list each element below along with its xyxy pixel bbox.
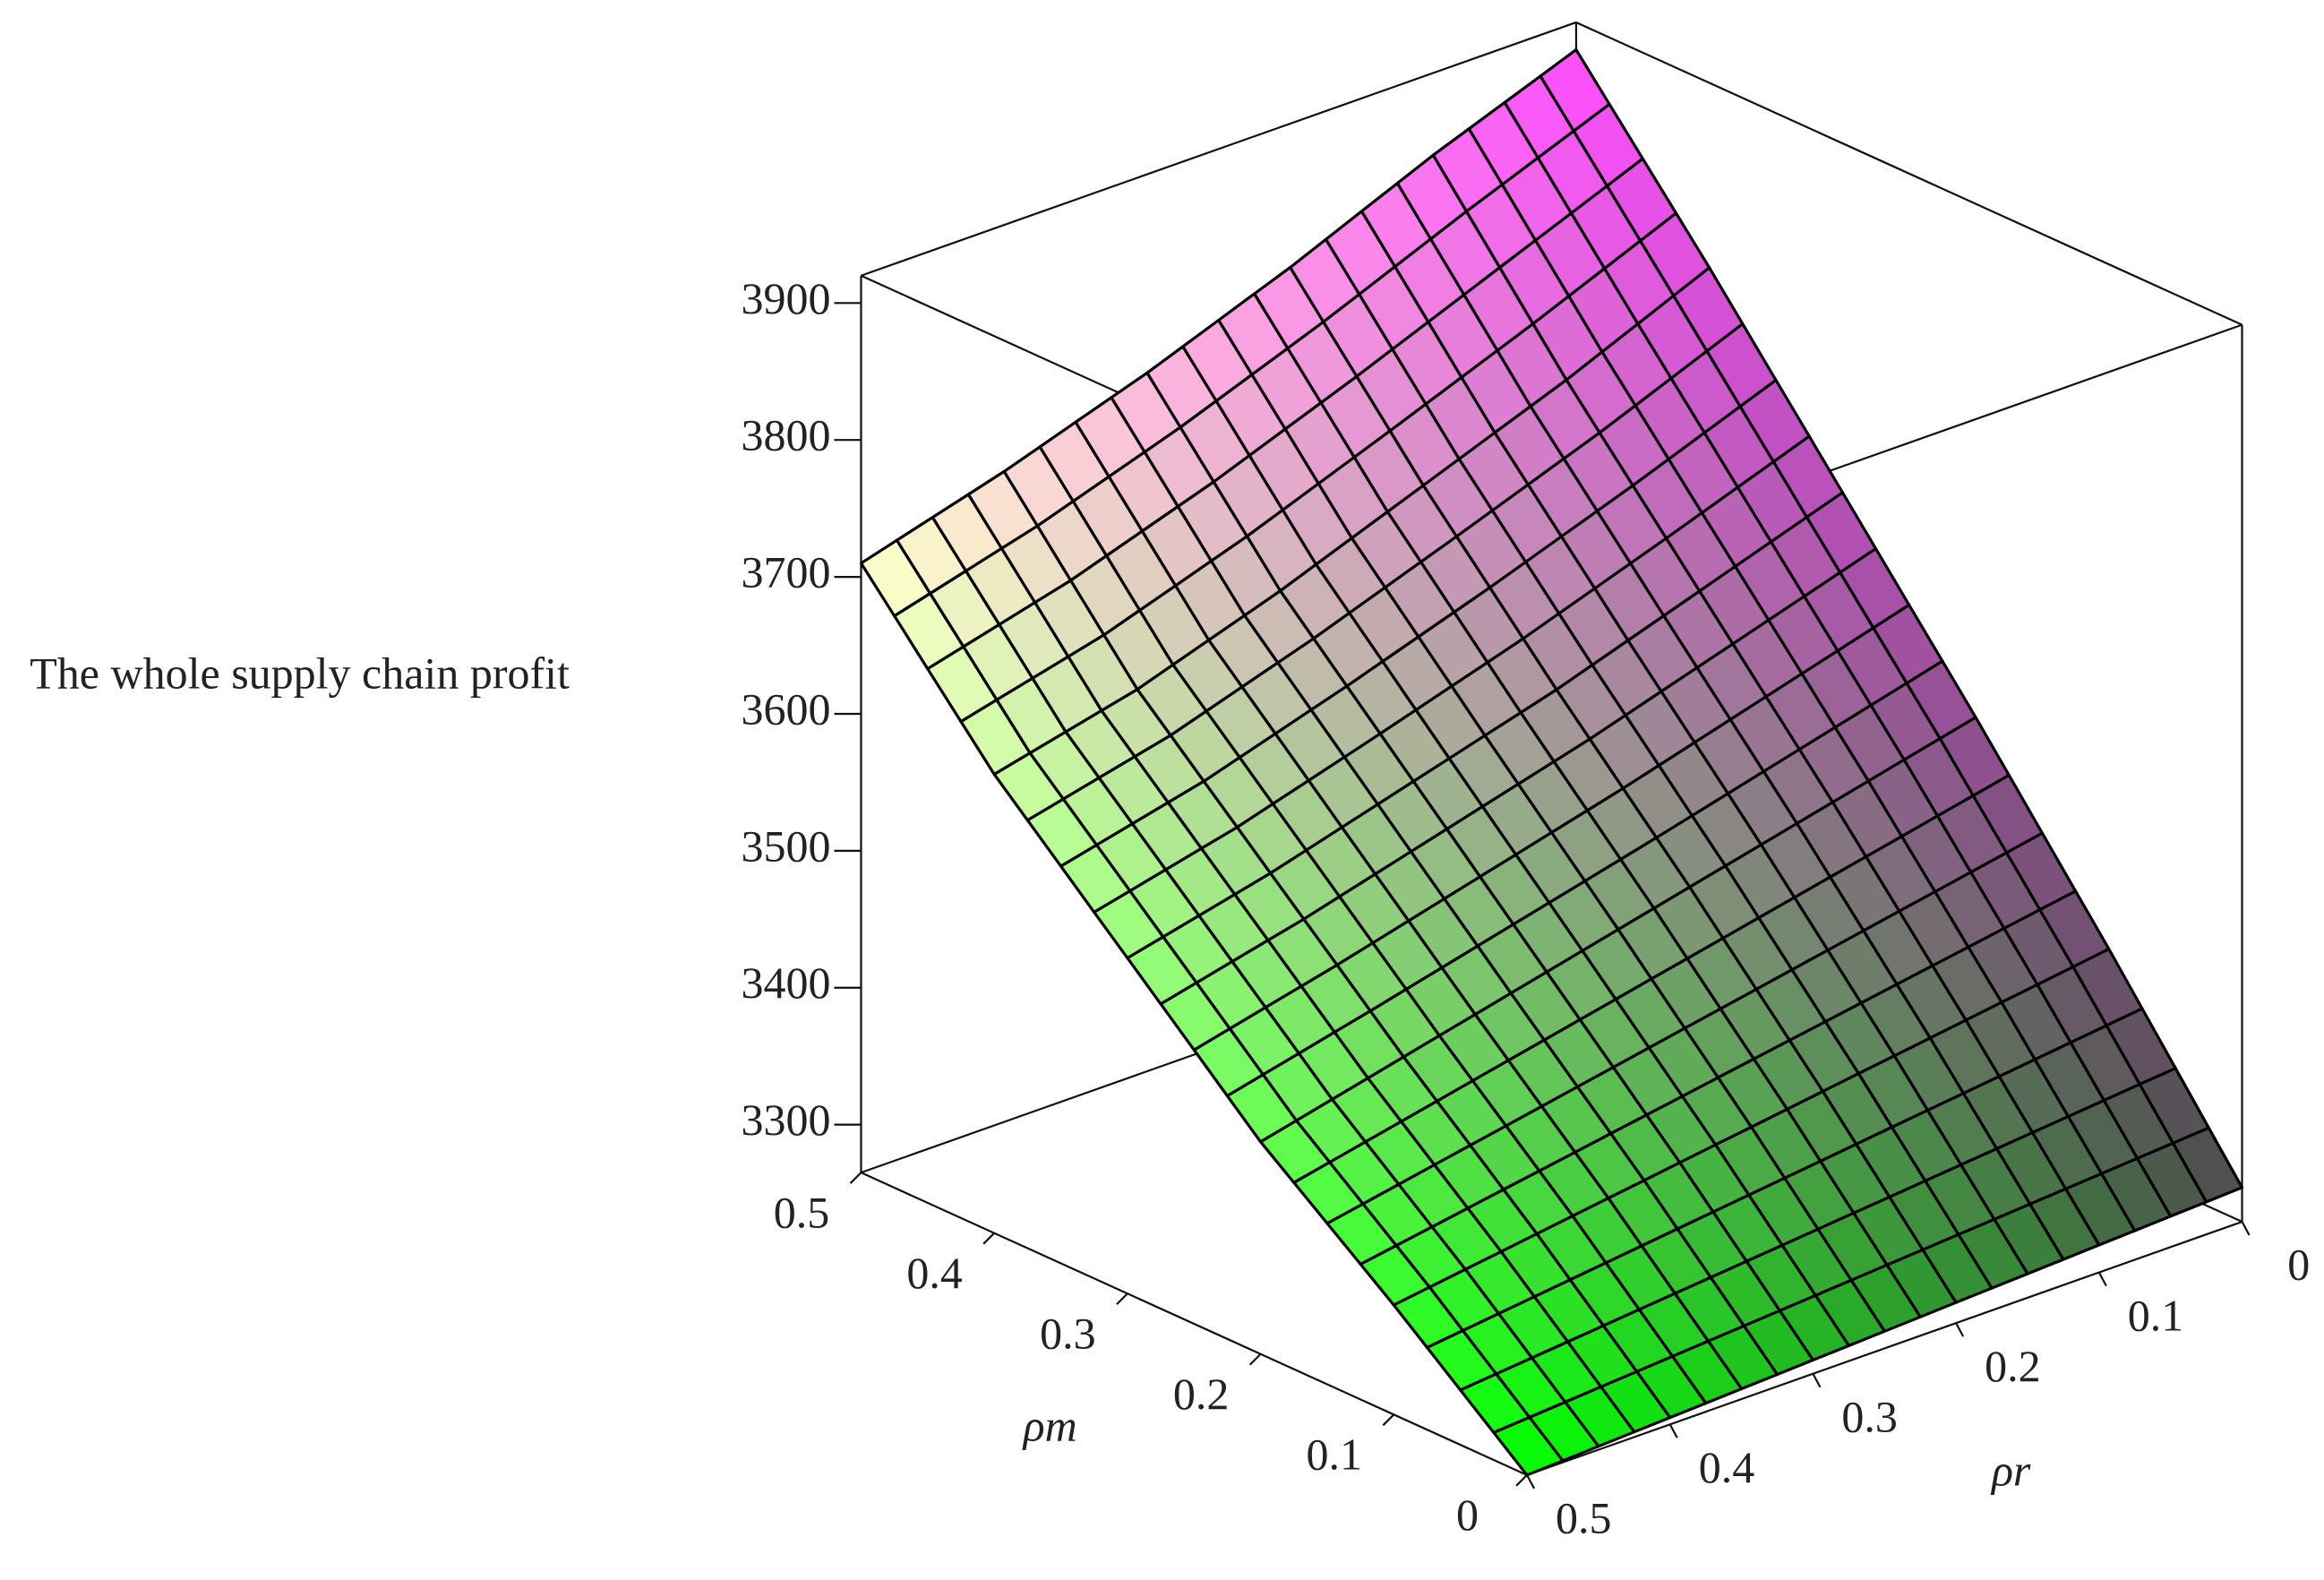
x-axis-label: ρm [1022, 1400, 1077, 1450]
x-tick-label: 0.3 [1040, 1309, 1096, 1359]
box-edge [861, 21, 1577, 277]
x-tick [1515, 1474, 1528, 1487]
box-edge [1575, 21, 2243, 326]
y-tick [1668, 1423, 1678, 1438]
y-tick-label: 0.4 [1699, 1442, 1755, 1492]
z-tick-label: 3600 [741, 683, 830, 734]
surface [859, 47, 2244, 1477]
box-edge [1526, 1221, 2243, 1476]
y-tick [1955, 1322, 1965, 1337]
x-tick [1116, 1292, 1128, 1305]
x-tick-label: 0.2 [1173, 1369, 1230, 1419]
x-tick [849, 1172, 862, 1184]
y-tick [1526, 1474, 1536, 1490]
x-tick-label: 0.4 [906, 1248, 963, 1298]
y-tick [1812, 1373, 1822, 1388]
z-tick-label: 3700 [741, 547, 830, 597]
z-axis-label: The whole supply chain profit [30, 648, 570, 698]
y-tick-label: 0 [2287, 1240, 2310, 1290]
y-tick [2097, 1272, 2107, 1287]
x-tick [1248, 1352, 1262, 1366]
x-tick-label: 0 [1456, 1490, 1479, 1540]
z-tick-label: 3900 [741, 273, 830, 323]
box-edge [861, 1172, 1528, 1476]
z-tick-label: 3800 [741, 410, 830, 460]
x-tick-label: 0.1 [1307, 1430, 1363, 1480]
x-tick-label: 0.5 [774, 1188, 830, 1238]
x-tick [1382, 1413, 1395, 1427]
axes: 3300 3400 3500 3600 3700 3800 3900 0 0.1 0.2 0.3 0.… [30, 273, 2310, 1543]
z-tick-label: 3500 [741, 820, 830, 871]
y-axis-label: ρr [1990, 1445, 2031, 1495]
y-tick-label: 0.3 [1841, 1391, 1898, 1441]
y-tick [2241, 1221, 2251, 1236]
z-tick-label: 3400 [741, 957, 830, 1008]
y-tick-label: 0.2 [1985, 1341, 2041, 1391]
y-tick-label: 0.5 [1556, 1493, 1612, 1543]
z-tick-label: 3300 [741, 1095, 830, 1145]
x-tick [982, 1232, 995, 1245]
y-tick-label: 0.1 [2128, 1290, 2184, 1340]
